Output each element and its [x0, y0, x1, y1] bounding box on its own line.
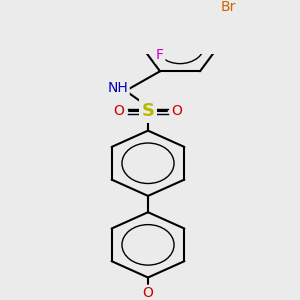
Text: NH: NH	[108, 81, 128, 95]
Text: Br: Br	[220, 0, 236, 14]
Text: O: O	[172, 104, 182, 118]
Text: F: F	[156, 48, 164, 62]
Text: O: O	[142, 286, 153, 300]
Text: S: S	[142, 102, 154, 120]
Text: O: O	[114, 104, 124, 118]
